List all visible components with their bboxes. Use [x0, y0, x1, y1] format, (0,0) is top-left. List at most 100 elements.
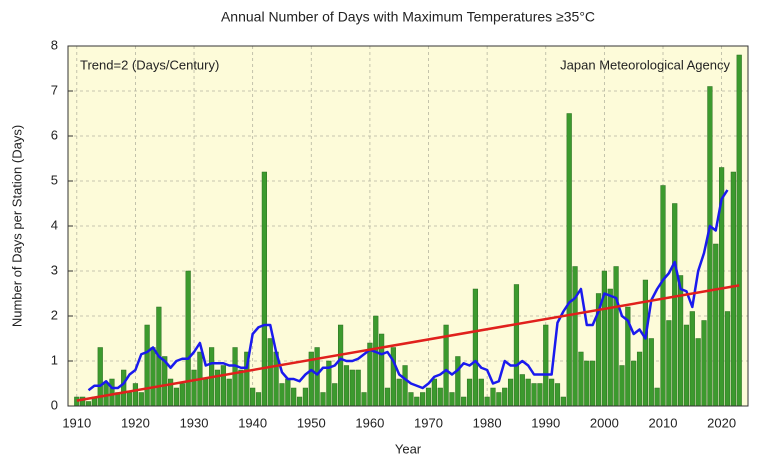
bar	[402, 365, 408, 407]
y-tick-label: 6	[51, 127, 58, 142]
bar	[109, 378, 115, 407]
bar	[554, 383, 561, 407]
annotation: Trend=2 (Days/Century)	[80, 57, 219, 72]
bar	[683, 324, 690, 407]
bar	[619, 365, 625, 407]
bar	[613, 266, 619, 407]
bar	[490, 387, 496, 407]
bar	[455, 356, 461, 407]
x-axis-label: Year	[395, 441, 422, 456]
moving-average-line	[87, 189, 729, 392]
bar	[736, 54, 742, 407]
bar	[320, 392, 326, 407]
bar	[502, 387, 508, 407]
bar	[361, 392, 367, 407]
bar	[472, 288, 479, 407]
bar	[713, 243, 719, 407]
bar	[519, 374, 525, 407]
bar	[302, 387, 309, 407]
x-tick-label: 2020	[707, 415, 736, 430]
bar	[560, 396, 566, 407]
bar	[396, 378, 402, 407]
bar	[572, 266, 578, 407]
bar	[343, 365, 350, 407]
bar	[461, 396, 467, 407]
bar	[431, 378, 437, 407]
bar	[666, 320, 672, 407]
bar	[549, 378, 555, 407]
bar	[525, 378, 531, 407]
bar	[513, 284, 520, 407]
bar	[226, 378, 232, 407]
bar	[584, 360, 590, 407]
bar	[191, 369, 197, 407]
bar	[185, 270, 191, 407]
bar	[379, 333, 385, 407]
bar	[85, 401, 92, 407]
chart-title: Annual Number of Days with Maximum Tempe…	[221, 9, 595, 25]
bar	[437, 387, 443, 407]
bar	[654, 387, 660, 407]
bar	[314, 347, 320, 407]
bar	[138, 392, 144, 407]
y-tick-label: 5	[51, 172, 58, 187]
x-tick-label: 2000	[590, 415, 619, 430]
annotation: Japan Meteorological Agency	[560, 57, 730, 72]
x-tick-label: 1990	[531, 415, 560, 430]
x-tick-label: 1930	[180, 415, 209, 430]
bar	[332, 383, 338, 407]
bar	[285, 378, 291, 407]
x-tick-label: 1980	[473, 415, 502, 430]
bar	[173, 387, 180, 407]
bar	[238, 369, 244, 407]
bar	[636, 351, 643, 407]
trend-line	[76, 284, 740, 402]
bar	[707, 86, 713, 407]
bar	[384, 387, 391, 407]
x-tick-label: 1960	[355, 415, 384, 430]
bar	[349, 369, 355, 407]
bar	[730, 171, 736, 407]
bar	[267, 338, 273, 407]
bar	[414, 396, 420, 407]
y-tick-label: 0	[51, 397, 58, 412]
bar	[408, 392, 414, 407]
bar	[590, 360, 596, 407]
plot-frame	[67, 45, 749, 407]
y-tick-label: 4	[51, 217, 58, 232]
bar	[121, 369, 127, 407]
x-tick-label: 1920	[121, 415, 150, 430]
bar	[543, 324, 549, 407]
bar	[601, 270, 607, 407]
x-tick-label: 1910	[62, 415, 91, 430]
bar	[701, 320, 707, 407]
bar	[232, 347, 238, 407]
x-tick-label: 1950	[297, 415, 326, 430]
bar	[425, 387, 432, 407]
bar	[420, 392, 426, 407]
x-tick-label: 1970	[414, 415, 443, 430]
y-tick-label: 7	[51, 82, 58, 97]
bar	[337, 324, 344, 407]
bar	[695, 338, 701, 407]
bar	[250, 387, 256, 407]
bar	[449, 392, 455, 407]
bar	[150, 347, 156, 407]
bar	[291, 387, 297, 407]
bar	[660, 185, 666, 407]
bar	[355, 369, 361, 407]
bar	[496, 392, 502, 407]
bar	[642, 279, 649, 407]
bar	[203, 378, 209, 407]
bar	[631, 360, 637, 407]
bar	[261, 171, 267, 407]
bar	[220, 365, 226, 407]
bar	[373, 315, 379, 407]
bar	[255, 392, 262, 407]
bar	[179, 383, 185, 407]
bar	[689, 311, 695, 407]
bar	[296, 396, 303, 407]
bar	[279, 383, 285, 407]
bar	[648, 338, 654, 407]
